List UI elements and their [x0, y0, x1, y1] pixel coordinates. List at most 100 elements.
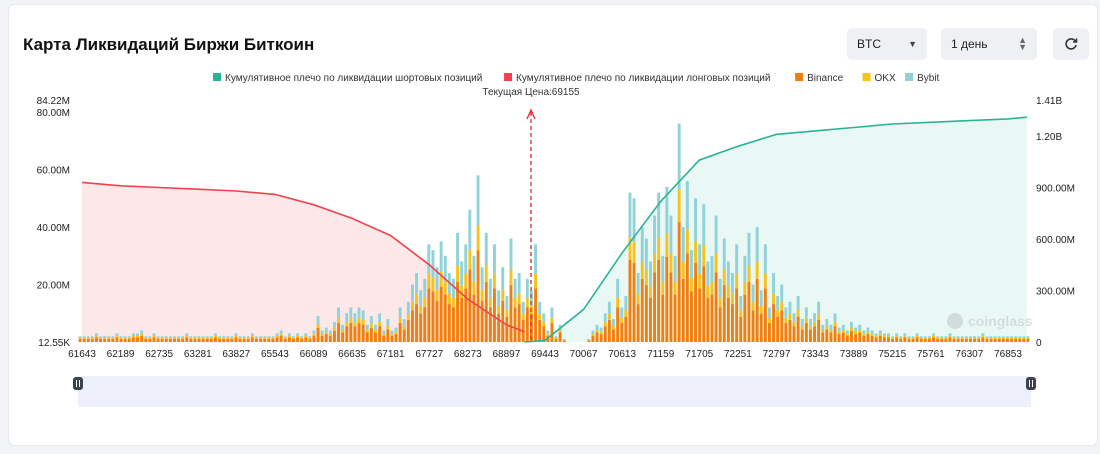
bar-okx [160, 338, 164, 339]
bar-okx [402, 325, 406, 330]
bar-binance [390, 335, 394, 342]
bar-bybit [144, 336, 148, 338]
bar-bybit [168, 336, 172, 338]
bar-okx [312, 334, 316, 336]
bar-okx [694, 241, 697, 263]
bar-bybit [333, 321, 336, 328]
bar-bybit [493, 244, 496, 274]
bar-bybit [587, 339, 591, 340]
bar-okx [817, 313, 821, 320]
legend-label-0: Кумулятивное плечо по ликвидации шортовы… [225, 73, 482, 84]
bar-okx [328, 334, 332, 336]
bar-binance [874, 337, 878, 342]
bar-okx [620, 317, 624, 324]
bar-binance [644, 285, 648, 342]
bar-binance [550, 323, 554, 342]
bar-binance [788, 319, 792, 342]
bar-okx [214, 336, 217, 338]
bar-binance [632, 263, 636, 342]
bar-bybit [878, 330, 882, 334]
bar-okx [468, 249, 472, 270]
bar-okx [690, 277, 693, 292]
bar-binance [345, 326, 349, 342]
bar-binance [702, 266, 706, 342]
bar-bybit [136, 333, 139, 336]
bar-bybit [304, 333, 308, 336]
bar-okx [123, 338, 127, 339]
bar-bybit [115, 333, 119, 336]
bar-bybit [997, 336, 1001, 338]
bar-binance [607, 319, 611, 342]
bar-bybit [718, 278, 722, 298]
bar-binance [936, 338, 940, 342]
bar-binance [928, 338, 931, 342]
bar-bybit [554, 336, 558, 338]
bar-binance [90, 338, 94, 342]
bar-okx [768, 317, 771, 324]
bar-okx [837, 331, 841, 335]
bar-okx [296, 336, 299, 338]
bar-bybit [850, 321, 853, 328]
current-price-label: Текущая Цена:69155 [482, 87, 580, 98]
bar-binance [985, 338, 989, 342]
bar-okx [86, 338, 90, 339]
bar-bybit [312, 330, 316, 334]
bar-bybit [821, 324, 825, 330]
bar-okx [928, 338, 931, 339]
refresh-button[interactable] [1053, 28, 1089, 60]
bar-bybit [246, 336, 250, 338]
bar-binance [718, 307, 722, 342]
bar-okx [1001, 338, 1005, 339]
bar-okx [292, 338, 295, 339]
legend-label-4: Bybit [917, 73, 939, 84]
bar-okx [99, 338, 102, 339]
bar-okx [813, 321, 816, 327]
bar-okx [488, 297, 492, 308]
y-axis-right: 1.41B 1.20B 900.00M 600.00M 300.00M 0 [1036, 96, 1075, 349]
bar-okx [111, 338, 115, 339]
bar-bybit [866, 327, 870, 332]
bar-bybit [1010, 336, 1013, 338]
bar-okx [517, 293, 521, 304]
bar-binance [919, 338, 923, 342]
bar-okx [870, 334, 874, 336]
bar-bybit [177, 336, 180, 338]
bar-bybit [103, 336, 107, 338]
bar-bybit [845, 330, 849, 334]
period-select[interactable]: 1 день ▲ ▼ [941, 28, 1037, 60]
bar-binance [866, 334, 870, 342]
bar-binance [111, 338, 115, 342]
bar-okx [427, 273, 431, 289]
bar-okx [772, 293, 775, 304]
bar-bybit [509, 238, 513, 270]
bar-bybit [501, 267, 505, 290]
bar-bybit [283, 336, 287, 338]
bar-binance [796, 316, 800, 342]
bar-okx [956, 338, 960, 339]
bar-bybit [230, 336, 234, 338]
bar-okx [480, 289, 484, 301]
coin-select[interactable]: BTC ▼ [847, 28, 927, 60]
bar-binance [308, 338, 312, 342]
bar-binance [234, 337, 238, 342]
bar-okx [628, 237, 632, 260]
bar-bybit [870, 330, 874, 334]
bar-bybit [710, 255, 714, 282]
bar-binance [554, 338, 558, 342]
bar-bybit [825, 319, 829, 326]
bar-okx [493, 273, 496, 289]
bar-okx [981, 336, 985, 338]
range-handle-left[interactable] [73, 377, 83, 390]
bar-binance [349, 323, 353, 342]
bar-binance [1022, 338, 1026, 342]
bar-bybit [944, 336, 948, 338]
range-slider-track[interactable] [78, 376, 1031, 407]
bar-bybit [837, 327, 841, 332]
bar-bybit [620, 307, 624, 318]
bar-okx [115, 336, 119, 338]
bar-bybit [616, 278, 620, 298]
bar-binance [398, 323, 402, 342]
range-handle-right[interactable] [1026, 377, 1036, 390]
bar-okx [443, 281, 447, 295]
bar-okx [542, 321, 546, 327]
